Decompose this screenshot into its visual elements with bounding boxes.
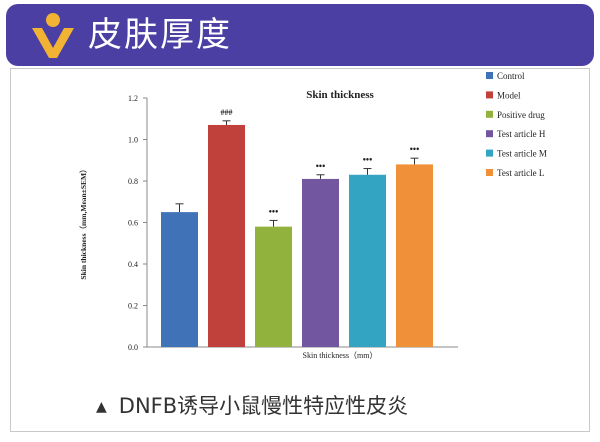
legend-label: Test article L	[497, 168, 544, 178]
legend-label: Model	[497, 90, 521, 100]
y-tick-label: 1.2	[128, 94, 138, 103]
legend-swatch	[486, 72, 493, 79]
y-tick-label: 0.8	[128, 177, 138, 186]
legend-label: Test article H	[497, 129, 546, 139]
legend-swatch	[486, 110, 493, 118]
bar-test-article-h	[302, 178, 339, 347]
bar-control	[161, 212, 198, 347]
y-tick-label: 0.2	[128, 302, 138, 311]
legend-label: Test article M	[497, 149, 547, 159]
significance-label: •••	[410, 144, 419, 154]
significance-label: •••	[269, 206, 278, 216]
legend-swatch	[486, 169, 493, 176]
legend-label: Control	[497, 71, 525, 81]
figure-caption: ▲ DNFB诱导小鼠慢性特应性皮炎	[96, 390, 408, 420]
legend-swatch	[486, 130, 493, 138]
legend-swatch	[486, 91, 493, 99]
x-axis-label: Skin thickness（mm）	[303, 351, 378, 360]
y-axis-label: Skin thickness（mm,Mean±SEM）	[78, 165, 88, 279]
legend-swatch	[486, 149, 493, 157]
bar-positive-drug	[255, 226, 292, 347]
legend-label: Positive drug	[497, 110, 545, 120]
bar-chart: Skin thickness Skin thickness（mm,Mean±SE…	[78, 71, 547, 360]
chart-title: Skin thickness	[306, 89, 374, 101]
bar-test-article-m	[349, 174, 386, 347]
significance-label: •••	[316, 161, 325, 171]
y-tick-label: 0.0	[128, 343, 138, 352]
bar-model	[208, 124, 245, 347]
significance-label: •••	[363, 155, 372, 165]
logo-icon	[32, 13, 74, 58]
chart-panel	[10, 68, 590, 432]
bar-test-article-l	[396, 164, 433, 347]
y-tick-label: 0.4	[128, 260, 138, 269]
caption-marker: ▲	[96, 399, 107, 415]
page-title: 皮肤厚度	[88, 15, 232, 55]
caption-text: DNFB诱导小鼠慢性特应性皮炎	[118, 394, 409, 418]
y-tick-label: 0.6	[128, 219, 138, 228]
y-tick-label: 1.0	[128, 136, 138, 145]
significance-label: ###	[221, 108, 233, 117]
header-banner: 皮肤厚度	[6, 4, 594, 66]
